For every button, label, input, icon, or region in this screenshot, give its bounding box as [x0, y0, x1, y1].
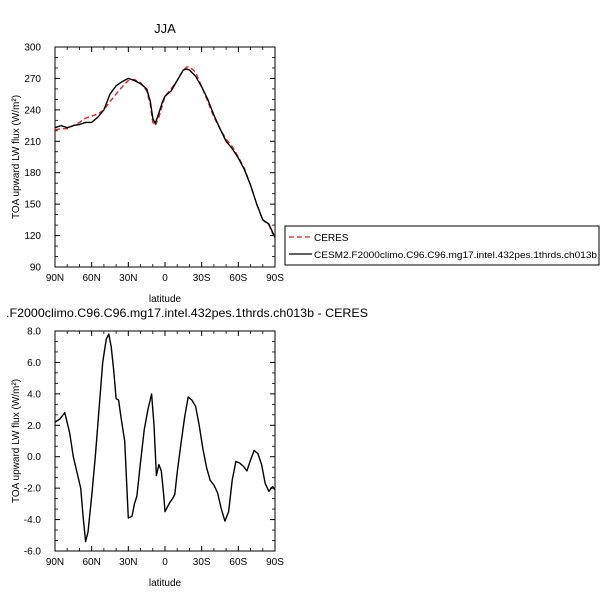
top-series-line-1 — [54, 68, 276, 238]
top-y-tick-label: 240 — [24, 105, 41, 116]
top-y-tick-label: 300 — [24, 43, 41, 54]
top-panel: JJA 90N 60N 30N 0 30S 60S 90S 90 120 150 180 210 240… — [11, 21, 600, 305]
top-y-axis-label: TOA upward LW flux (W/m²) — [11, 95, 22, 219]
top-y-tick-label: 90 — [30, 263, 42, 274]
top-chart-title: JJA — [154, 21, 176, 36]
top-x-tick-label: 30S — [193, 273, 211, 284]
bottom-y-axis-label: TOA upward LW flux (W/m²) — [11, 379, 22, 503]
top-x-tick-label: 30N — [119, 273, 137, 284]
bottom-y-tick-label: -2.0 — [24, 484, 42, 495]
bottom-y-tick-label: 6.0 — [27, 358, 41, 369]
bottom-x-axis-label: latitude — [149, 578, 182, 589]
bottom-chart-title: .F2000climo.C96.C96.mg17.intel.432pes.1t… — [6, 306, 368, 320]
legend-label-model: CESM2.F2000climo.C96.C96.mg17.intel.432p… — [314, 250, 597, 261]
bottom-y-tick-label: 4.0 — [27, 389, 41, 400]
top-x-axis-label: latitude — [149, 294, 182, 305]
top-series-group — [54, 66, 276, 239]
bottom-x-tick-label: 90S — [266, 557, 284, 568]
top-x-tick-label: 0 — [162, 273, 168, 284]
bottom-y-tick-label: 8.0 — [27, 327, 41, 338]
top-y-tick-label: 150 — [24, 200, 41, 211]
bottom-axis-ticks: 90N 60N 30N 0 30S 60S 90S -6.0 -4.0 -2.0 0.0 2.0 4.0… — [24, 327, 284, 569]
bottom-y-tick-label: 0.0 — [27, 452, 41, 463]
top-x-tick-label: 90N — [46, 273, 64, 284]
top-x-tick-label: 60S — [229, 273, 247, 284]
top-y-tick-label: 270 — [24, 74, 41, 85]
top-plot-frame — [54, 46, 276, 268]
top-series-line-0 — [54, 66, 276, 239]
bottom-x-tick-label: 60S — [229, 557, 247, 568]
bottom-x-tick-label: 30S — [193, 557, 211, 568]
bottom-series-group — [54, 333, 276, 543]
top-y-tick-label: 180 — [24, 168, 41, 179]
bottom-y-tick-label: 2.0 — [27, 421, 41, 432]
bottom-plot-frame — [54, 330, 276, 552]
legend: CERES CESM2.F2000climo.C96.C96.mg17.inte… — [284, 225, 600, 266]
top-x-tick-label: 60N — [82, 273, 100, 284]
bottom-x-tick-label: 0 — [162, 557, 168, 568]
top-x-tick-label: 90S — [266, 273, 284, 284]
bottom-x-tick-label: 30N — [119, 557, 137, 568]
bottom-panel: .F2000climo.C96.C96.mg17.intel.432pes.1t… — [6, 306, 368, 589]
bottom-y-tick-label: -6.0 — [24, 547, 42, 558]
bottom-x-tick-label: 60N — [82, 557, 100, 568]
top-y-tick-label: 210 — [24, 137, 41, 148]
top-axis-ticks: 90N 60N 30N 0 30S 60S 90S 90 120 150 180 210 240 270 3… — [24, 43, 284, 285]
top-y-tick-label: 120 — [24, 231, 41, 242]
legend-label-ceres: CERES — [314, 233, 349, 244]
bottom-series-line-0 — [54, 333, 276, 543]
bottom-y-tick-label: -4.0 — [24, 515, 42, 526]
bottom-x-tick-label: 90N — [46, 557, 64, 568]
legend-box — [284, 225, 600, 266]
